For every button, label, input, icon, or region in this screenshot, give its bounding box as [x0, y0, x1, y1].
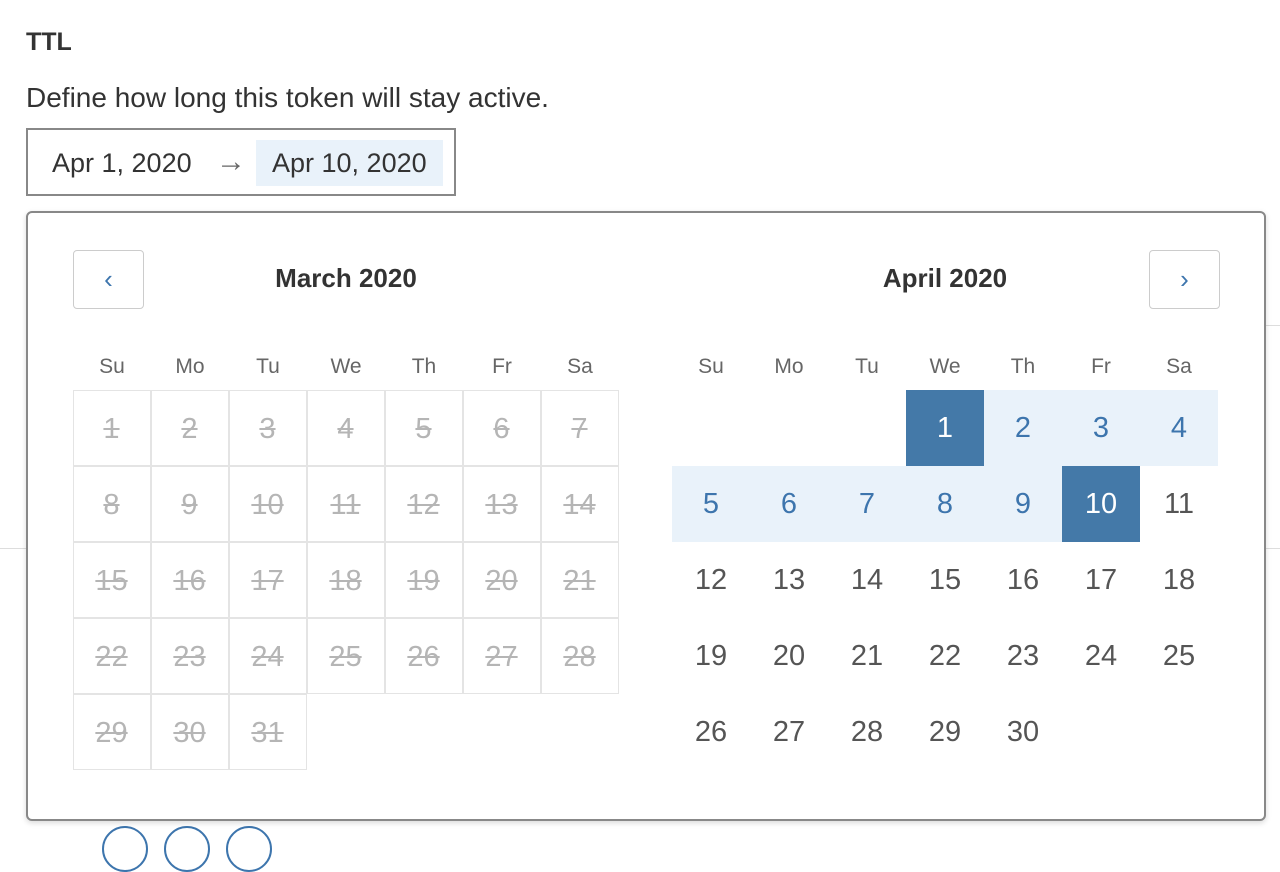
weekday-label: Tu [855, 355, 879, 378]
april-day-17[interactable]: 17 [1084, 564, 1118, 596]
march-day-11: 11 [306, 465, 385, 542]
march-day-1: 1 [72, 389, 151, 466]
april-day-26[interactable]: 26 [694, 716, 728, 748]
march-day-12: 12 [384, 465, 463, 542]
april-day-16[interactable]: 16 [1006, 564, 1040, 596]
march-day-19: 19 [384, 541, 463, 618]
march-day-4: 4 [306, 389, 385, 466]
date-range-input[interactable]: Apr 1, 2020 → Apr 10, 2020 [26, 128, 456, 196]
march-day-29: 29 [72, 693, 151, 770]
march-day-14: 14 [540, 465, 619, 542]
weekday-label: Th [411, 355, 437, 378]
divider [1266, 325, 1280, 326]
april-day-29[interactable]: 29 [928, 716, 962, 748]
next-month-button[interactable]: › [1149, 250, 1220, 309]
section-description: Define how long this token will stay act… [26, 82, 549, 113]
start-date-field[interactable]: Apr 1, 2020 [52, 148, 192, 178]
march-day-10: 10 [228, 465, 307, 542]
march-day-28: 28 [540, 617, 619, 694]
chevron-left-icon: ‹ [104, 264, 113, 294]
march-day-16: 16 [150, 541, 229, 618]
march-day-21: 21 [540, 541, 619, 618]
april-day-1[interactable]: 1 [906, 390, 984, 466]
weekday-label: Su [698, 355, 724, 378]
march-day-20: 20 [462, 541, 541, 618]
april-day-21[interactable]: 21 [850, 640, 884, 672]
march-day-13: 13 [462, 465, 541, 542]
march-day-27: 27 [462, 617, 541, 694]
april-day-5[interactable]: 5 [672, 466, 750, 542]
april-day-4[interactable]: 4 [1140, 390, 1218, 466]
march-day-31: 31 [228, 693, 307, 770]
april-day-10[interactable]: 10 [1062, 466, 1140, 542]
april-day-24[interactable]: 24 [1084, 640, 1118, 672]
april-day-15[interactable]: 15 [928, 564, 962, 596]
april-day-7[interactable]: 7 [828, 466, 906, 542]
march-day-9: 9 [150, 465, 229, 542]
april-day-11[interactable]: 11 [1163, 488, 1195, 520]
april-day-28[interactable]: 28 [850, 716, 884, 748]
april-day-27[interactable]: 27 [772, 716, 806, 748]
march-day-8: 8 [72, 465, 151, 542]
april-day-30[interactable]: 30 [1006, 716, 1040, 748]
weekday-label: Th [1010, 355, 1036, 378]
march-day-6: 6 [462, 389, 541, 466]
weekday-label: Su [99, 355, 125, 378]
arrow-right-icon: → [216, 145, 246, 178]
weekday-label: We [929, 355, 961, 378]
weekday-label: We [330, 355, 362, 378]
background-icon [102, 826, 148, 872]
april-day-12[interactable]: 12 [694, 564, 728, 596]
april-day-9[interactable]: 9 [984, 466, 1062, 542]
march-day-24: 24 [228, 617, 307, 694]
april-day-14[interactable]: 14 [850, 564, 884, 596]
march-day-15: 15 [72, 541, 151, 618]
march-day-17: 17 [228, 541, 307, 618]
march-day-3: 3 [228, 389, 307, 466]
weekday-label: Mo [175, 355, 205, 378]
divider [0, 548, 26, 549]
background-icon [164, 826, 210, 872]
march-day-5: 5 [384, 389, 463, 466]
weekday-label: Fr [1091, 355, 1111, 378]
march-day-25: 25 [306, 617, 385, 694]
march-day-26: 26 [384, 617, 463, 694]
april-day-2[interactable]: 2 [984, 390, 1062, 466]
end-date-field[interactable]: Apr 10, 2020 [256, 140, 443, 186]
divider [1266, 548, 1280, 549]
weekday-label: Fr [492, 355, 512, 378]
march-day-18: 18 [306, 541, 385, 618]
prev-month-button[interactable]: ‹ [73, 250, 144, 309]
chevron-right-icon: › [1180, 264, 1189, 294]
month-title-right: April 2020 [882, 263, 1008, 293]
march-day-2: 2 [150, 389, 229, 466]
background-icon [226, 826, 272, 872]
month-title-left: March 2020 [275, 263, 417, 293]
weekday-label: Tu [256, 355, 280, 378]
april-day-3[interactable]: 3 [1062, 390, 1140, 466]
april-day-13[interactable]: 13 [772, 564, 806, 596]
weekday-label: Sa [1166, 355, 1192, 378]
april-day-22[interactable]: 22 [928, 640, 962, 672]
april-day-25[interactable]: 25 [1162, 640, 1196, 672]
march-day-23: 23 [150, 617, 229, 694]
march-day-30: 30 [150, 693, 229, 770]
april-day-18[interactable]: 18 [1162, 564, 1196, 596]
april-day-20[interactable]: 20 [772, 640, 806, 672]
weekday-label: Sa [567, 355, 593, 378]
april-day-23[interactable]: 23 [1006, 640, 1040, 672]
date-picker-popup: ‹ › March 2020 April 2020 Su Mo Tu We Th Fr Sa… [26, 211, 1266, 821]
april-day-19[interactable]: 19 [694, 640, 728, 672]
march-day-22: 22 [72, 617, 151, 694]
section-title: TTL [26, 28, 72, 56]
april-day-6[interactable]: 6 [750, 466, 828, 542]
march-day-7: 7 [540, 389, 619, 466]
weekday-label: Mo [774, 355, 804, 378]
april-day-8[interactable]: 8 [906, 466, 984, 542]
